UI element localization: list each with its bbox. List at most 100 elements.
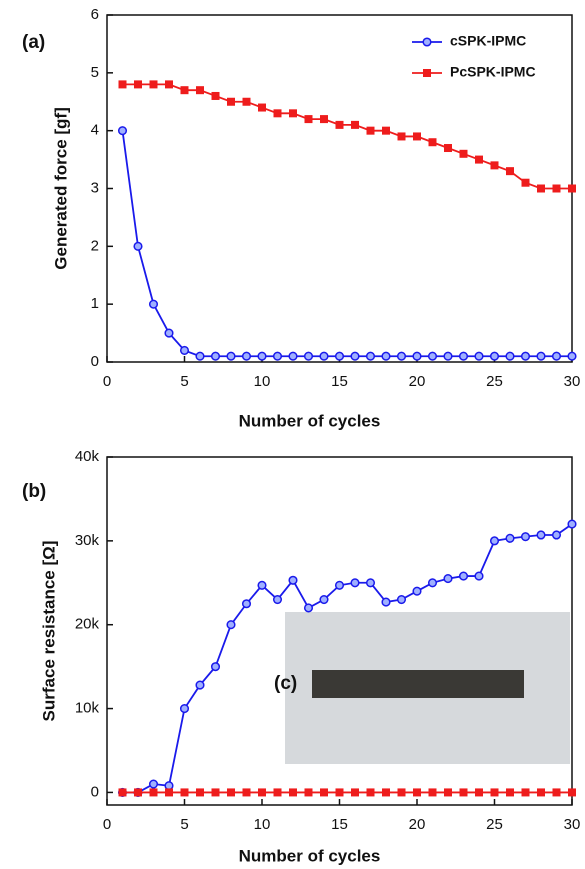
marker [304, 788, 313, 797]
marker [164, 328, 174, 338]
marker [210, 662, 221, 672]
marker [413, 788, 421, 797]
marker [552, 184, 561, 193]
marker [490, 161, 499, 170]
y-tick-label: 2 [91, 237, 99, 254]
y-tick-label: 40k [75, 448, 100, 465]
marker [272, 595, 283, 605]
marker [117, 126, 128, 136]
marker [257, 580, 267, 590]
x-axis-label: Number of cycles [239, 846, 381, 865]
marker [396, 351, 407, 361]
legend-marker [422, 37, 432, 47]
marker [241, 351, 252, 361]
marker [551, 530, 562, 540]
y-tick-label: 10k [75, 700, 100, 717]
marker [366, 126, 375, 135]
marker [397, 132, 406, 141]
marker [521, 788, 530, 797]
marker [303, 351, 314, 361]
marker [551, 351, 562, 361]
legend-label: PcSPK-IPMC [450, 64, 536, 80]
marker [257, 351, 267, 361]
marker [520, 532, 531, 542]
marker [335, 788, 344, 797]
x-tick-label: 15 [331, 373, 348, 390]
y-tick-label: 6 [91, 6, 99, 23]
marker [134, 80, 142, 89]
x-tick-label: 25 [486, 816, 503, 833]
marker [505, 351, 515, 361]
marker [242, 788, 251, 797]
marker [413, 132, 421, 141]
marker [118, 788, 127, 797]
marker [412, 351, 422, 361]
marker [320, 115, 328, 124]
marker [195, 680, 205, 690]
marker [443, 351, 453, 361]
x-tick-label: 0 [103, 373, 111, 390]
y-tick-label: 20k [75, 616, 100, 633]
marker [179, 704, 190, 714]
marker [242, 97, 251, 106]
marker [444, 144, 452, 153]
y-tick-label: 0 [91, 783, 99, 800]
marker [427, 351, 438, 361]
marker [458, 351, 469, 361]
marker [289, 109, 297, 118]
marker [520, 351, 531, 361]
marker [272, 351, 283, 361]
marker [490, 788, 499, 797]
marker [444, 788, 452, 797]
marker [320, 788, 328, 797]
marker [165, 80, 173, 89]
marker [227, 788, 235, 797]
marker [211, 91, 220, 100]
marker [506, 788, 514, 797]
marker [381, 597, 391, 607]
x-tick-label: 5 [180, 816, 188, 833]
marker [319, 595, 329, 605]
marker [195, 351, 205, 361]
x-tick-label: 0 [103, 816, 111, 833]
marker [351, 788, 359, 797]
x-tick-label: 30 [564, 816, 581, 833]
x-tick-label: 20 [409, 816, 426, 833]
marker [148, 299, 159, 309]
y-tick-label: 4 [91, 122, 99, 139]
x-tick-label: 5 [180, 373, 188, 390]
panel-label: (b) [22, 481, 46, 502]
legend-label: cSPK-IPMC [450, 33, 526, 49]
marker [552, 788, 561, 797]
marker [148, 779, 159, 789]
marker [196, 788, 204, 797]
inset-label: (c) [274, 673, 297, 694]
marker [536, 351, 546, 361]
marker [459, 149, 468, 158]
y-axis-label: Generated force [gf] [51, 107, 70, 269]
marker [149, 80, 158, 89]
marker [118, 80, 127, 89]
marker [351, 120, 359, 129]
marker [427, 578, 438, 588]
marker [412, 586, 422, 596]
y-tick-label: 30k [75, 532, 100, 549]
series-line [122, 83, 572, 190]
marker [474, 351, 484, 361]
y-tick-label: 5 [91, 64, 99, 81]
x-tick-label: 15 [331, 816, 348, 833]
marker [568, 184, 576, 193]
marker [273, 788, 282, 797]
marker [303, 603, 314, 613]
marker [334, 351, 345, 361]
marker [226, 351, 236, 361]
marker [258, 788, 266, 797]
marker [382, 788, 390, 797]
marker [536, 530, 546, 540]
marker [396, 595, 407, 605]
x-axis-label: Number of cycles [239, 411, 381, 430]
series-line [121, 130, 572, 358]
x-tick-label: 25 [486, 373, 503, 390]
